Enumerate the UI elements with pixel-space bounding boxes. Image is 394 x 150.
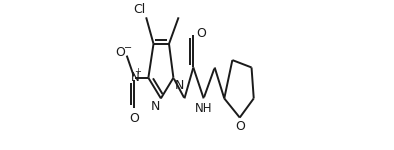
Text: −: − [125,43,132,53]
Text: Cl: Cl [133,3,145,16]
Text: N: N [131,70,140,84]
Text: N: N [151,100,160,113]
Text: O: O [235,120,245,133]
Text: N: N [175,79,184,92]
Text: +: + [134,67,141,76]
Text: NH: NH [195,102,212,115]
Text: O: O [196,27,206,40]
Text: O: O [129,112,139,125]
Text: O: O [115,46,126,59]
